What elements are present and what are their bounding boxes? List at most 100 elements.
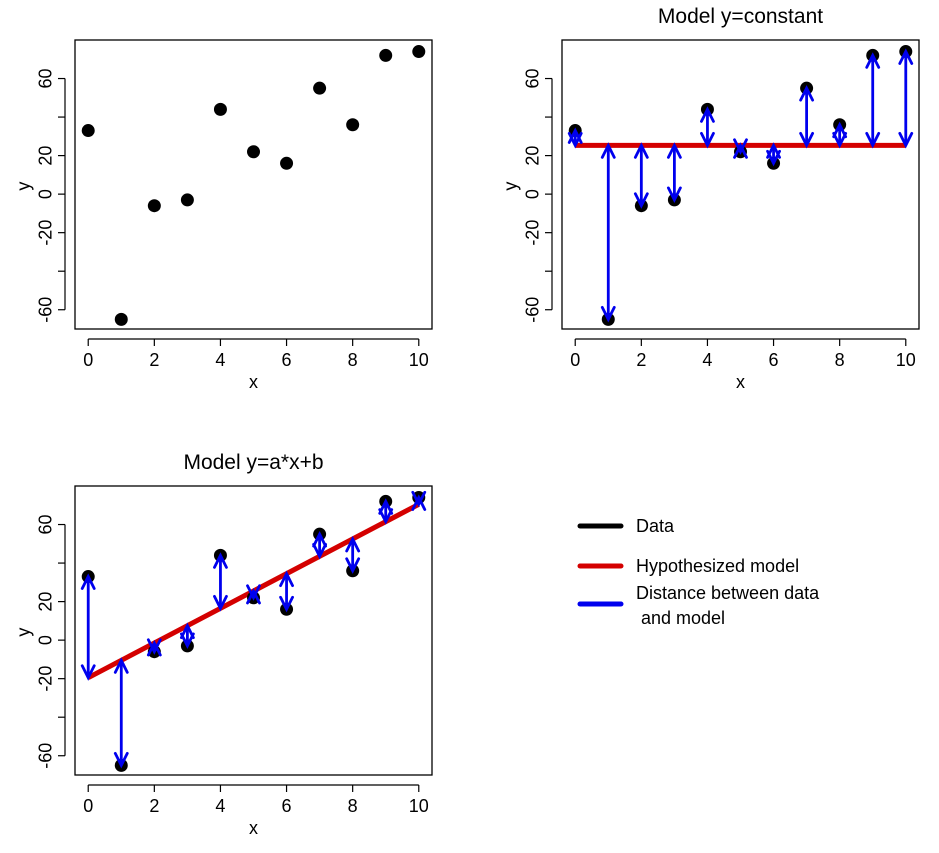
residual-arrow <box>213 552 228 612</box>
residual-arrowhead-data <box>799 85 815 102</box>
plot-frame <box>74 39 433 330</box>
residual-arrow <box>799 85 815 149</box>
residual-arrowhead-model <box>246 587 261 605</box>
residual-arrow <box>832 121 848 149</box>
x-tick-label: 0 <box>570 350 580 370</box>
residual-arrow <box>733 138 748 159</box>
residual-arrowhead-model <box>600 142 616 159</box>
residual-arrowhead-model <box>799 131 815 149</box>
residual-arrow <box>700 106 715 149</box>
y-tick-label: -20 <box>523 220 543 246</box>
data-point <box>213 102 227 116</box>
data-point <box>247 145 260 159</box>
residual-arrowhead-data <box>865 52 881 69</box>
legend-item-distance: Distance between data and model <box>577 583 820 628</box>
residual-arrow <box>246 584 261 605</box>
residual-arrowhead-data <box>666 186 682 204</box>
y-tick-label: -20 <box>36 220 56 246</box>
x-tick-label: 4 <box>702 350 712 370</box>
y-axis: -60 -20 0 20 60 y <box>501 69 553 323</box>
x-tick-label: 8 <box>348 350 358 370</box>
chart-panel-1: 0 2 4 6 8 10 x -60 -20 0 20 60 y <box>14 39 433 392</box>
legend-label-model: Hypothesized model <box>636 556 799 576</box>
residual-arrowhead-model <box>378 508 394 525</box>
y-tick-label: 60 <box>36 515 56 535</box>
legend-label-distance-line2: and model <box>636 608 725 628</box>
data-point <box>81 124 95 138</box>
y-axis: -60 -20 0 20 60 y <box>14 69 66 323</box>
y-tick-label: -60 <box>36 297 56 323</box>
data-point <box>346 118 360 132</box>
x-axis: 0 2 4 6 8 10 x <box>83 338 429 392</box>
residual-arrow <box>666 142 682 204</box>
residual-arrow <box>865 52 881 149</box>
x-tick-label: 8 <box>348 796 358 816</box>
x-tick-label: 6 <box>769 350 779 370</box>
data-point <box>412 45 426 59</box>
residual-arrow <box>411 490 427 511</box>
residual-arrow <box>766 142 781 167</box>
residual-arrow <box>633 142 649 209</box>
residual-arrowhead-model <box>80 664 96 681</box>
y-axis-label: y <box>501 182 521 191</box>
x-tick-label: 0 <box>83 796 93 816</box>
residual-arrowhead-model <box>898 131 914 149</box>
chart-panel-2: Model y=constant 0 2 4 6 8 10 x -60 -20 0 20 60 y <box>501 5 920 392</box>
residual-arrowhead-data <box>213 552 228 569</box>
residual-arrowhead-data <box>733 138 748 155</box>
residual-arrowhead-model <box>279 570 294 588</box>
residual-arrowhead-data <box>378 498 394 515</box>
plot-frame <box>74 485 433 776</box>
x-tick-label: 4 <box>215 796 225 816</box>
residual-arrow <box>600 142 616 323</box>
y-tick-label: 0 <box>36 189 56 199</box>
residual-arrow <box>113 657 129 769</box>
residual-arrowhead-data <box>700 106 715 123</box>
residual-arrow <box>80 573 96 681</box>
plot-frame <box>561 39 920 330</box>
chart-title: Model y=a*x+b <box>183 451 323 474</box>
x-tick-label: 2 <box>149 350 159 370</box>
y-axis-label: y <box>14 628 34 637</box>
x-tick-label: 0 <box>83 350 93 370</box>
x-tick-label: 8 <box>835 350 845 370</box>
y-axis: -60 -20 0 20 60 y <box>14 515 66 769</box>
y-tick-label: -60 <box>523 297 543 323</box>
residual-arrow <box>378 498 394 525</box>
x-axis-label: x <box>249 372 258 392</box>
data-point <box>313 81 327 95</box>
y-tick-label: 20 <box>523 146 543 166</box>
residual-arrowhead-data <box>113 751 129 769</box>
y-tick-label: 20 <box>36 146 56 166</box>
x-tick-label: 6 <box>282 796 292 816</box>
residual-arrowhead-data <box>80 573 96 590</box>
residual-arrowhead-model <box>113 657 129 674</box>
residual-arrowhead-model <box>633 142 649 159</box>
residual-arrow <box>567 127 583 149</box>
residual-arrowhead-model <box>312 542 328 560</box>
y-tick-label: -60 <box>36 743 56 769</box>
y-tick-label: 60 <box>36 69 56 89</box>
residual-arrowhead-data <box>633 192 649 209</box>
residual-arrowhead-data <box>345 557 361 574</box>
legend-label-data: Data <box>636 516 675 536</box>
residual-arrowhead-data <box>766 149 781 167</box>
x-tick-label: 4 <box>215 350 225 370</box>
residual-arrowhead-model <box>146 639 162 657</box>
data-point <box>114 312 128 326</box>
chart-panel-3: Model y=a*x+b 0 2 4 6 8 10 x -60 -20 0 20 60 y <box>14 451 433 838</box>
residual-arrowhead-model <box>700 131 715 149</box>
x-tick-label: 10 <box>896 350 916 370</box>
residual-arrowhead-model <box>865 131 881 149</box>
residual-arrow <box>345 535 361 574</box>
residual-arrowhead-data <box>832 121 848 139</box>
residual-arrowhead-model <box>213 594 228 612</box>
data-point <box>180 193 194 207</box>
y-tick-label: 20 <box>36 592 56 612</box>
residual-arrow <box>179 622 195 650</box>
x-tick-label: 2 <box>149 796 159 816</box>
x-tick-label: 6 <box>282 350 292 370</box>
x-axis-label: x <box>249 818 258 838</box>
y-tick-label: 0 <box>523 189 543 199</box>
